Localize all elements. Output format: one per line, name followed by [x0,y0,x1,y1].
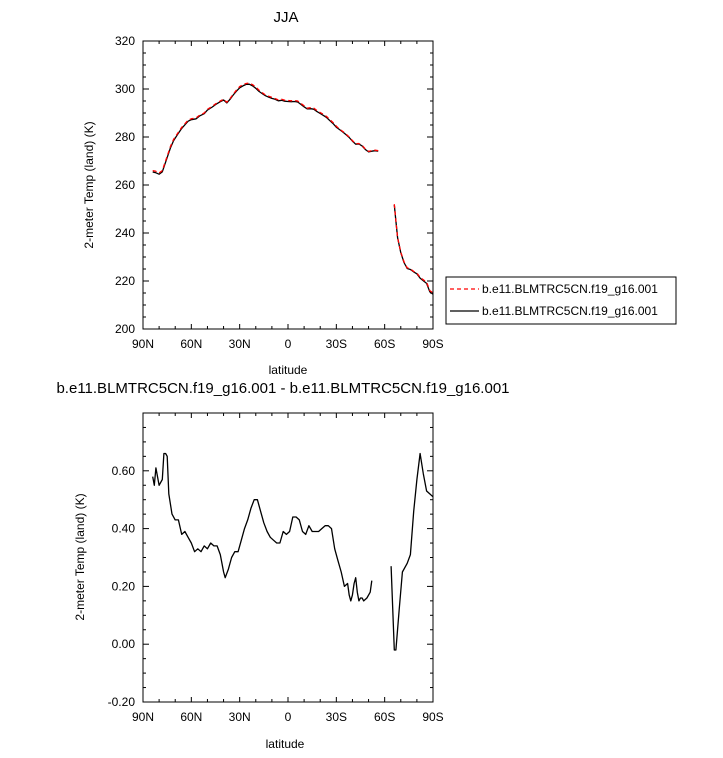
top-series-1-segment-2 [393,204,434,294]
x-tick-label: 60S [374,337,395,351]
top-series-1-segment-1 [152,82,379,174]
x-tick-label: 60N [180,710,202,724]
top-y-axis-label: 2-meter Temp (land) (K) [82,121,96,248]
x-tick-label: 60S [374,710,395,724]
y-tick-label: 300 [115,82,135,96]
y-tick-label: 0.60 [112,464,136,478]
y-tick-label: 0.00 [112,637,136,651]
x-tick-label: 90N [132,337,154,351]
x-tick-label: 30N [229,710,251,724]
top-plot-frame [142,40,434,330]
difference-y-ticks: -0.20 0.00 0.20 0.40 0.60 [108,412,433,709]
difference-series-line [152,452,434,651]
x-tick-label: 90N [132,710,154,724]
legend: b.e11.BLMTRC5CN.f19_g16.001 b.e11.BLMTRC… [445,276,677,325]
top-series-lines [152,82,434,295]
x-tick-label: 30S [326,337,347,351]
y-tick-label: 200 [115,322,135,336]
legend-label-series-2: b.e11.BLMTRC5CN.f19_g16.001 [482,304,658,318]
difference-plot-frame [142,412,434,703]
top-chart-title: JJA [273,9,298,26]
top-x-ticks: 90N 60N 30N 0 30S 60S 90S [132,41,444,351]
y-tick-label: 280 [115,130,135,144]
x-tick-label: 30S [326,710,347,724]
y-tick-label: 220 [115,274,135,288]
difference-x-ticks: 90N 60N 30N 0 30S 60S 90S [132,413,444,724]
x-tick-label: 0 [285,710,292,724]
top-x-axis-label: latitude [269,363,308,377]
top-y-ticks: 200 220 240 260 280 300 320 [115,34,433,336]
legend-frame [445,276,677,325]
top-chart: JJA 90N 60N 30N 0 30S 60S 90S 200 220 240 260 280 3… [82,9,444,377]
y-tick-label: 240 [115,226,135,240]
y-tick-label: 0.20 [112,579,136,593]
x-tick-label: 0 [285,337,292,351]
legend-label-series-1: b.e11.BLMTRC5CN.f19_g16.001 [482,282,658,296]
difference-x-axis-label: latitude [266,737,305,751]
difference-series-1-segment-2 [390,452,434,651]
difference-y-axis-label: 2-meter Temp (land) (K) [73,493,87,620]
difference-chart-title: b.e11.BLMTRC5CN.f19_g16.001 - b.e11.BLMT… [56,380,509,397]
x-tick-label: 90S [422,337,443,351]
top-series-2-segment-1 [152,83,379,175]
x-tick-label: 30N [229,337,251,351]
y-tick-label: 260 [115,178,135,192]
y-tick-label: 320 [115,34,135,48]
y-tick-label: -0.20 [108,695,136,709]
difference-chart: b.e11.BLMTRC5CN.f19_g16.001 - b.e11.BLMT… [56,380,509,751]
x-tick-label: 90S [422,710,443,724]
y-tick-label: 0.40 [112,522,136,536]
x-tick-label: 60N [180,337,202,351]
difference-series-1-segment-1 [152,452,373,602]
